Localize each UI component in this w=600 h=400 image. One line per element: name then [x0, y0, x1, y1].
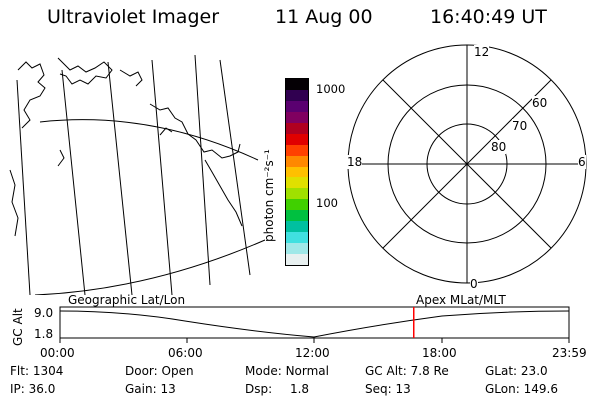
colorbar-swatch-8: [286, 166, 308, 178]
info-door: Door: Open: [125, 364, 194, 378]
timeline-y-tick-high: 9.0: [34, 306, 54, 320]
map-coastline: [159, 127, 173, 136]
time-display: 16:40:49 UT: [430, 6, 547, 28]
colorbar-swatch-3: [286, 111, 308, 123]
info-gain: Gain: 13: [125, 382, 176, 396]
colorbar-swatch-16: [286, 254, 308, 265]
colorbar-swatch-2: [286, 100, 308, 112]
polar-diagonal: [382, 79, 552, 249]
colorbar-swatch-11: [286, 199, 308, 211]
map-coastline: [9, 169, 19, 237]
mlt-label-12: 12: [474, 45, 490, 59]
colorbar: [285, 78, 309, 266]
timeline-x-tick-0: 00:00: [40, 346, 75, 360]
map-meridian: [107, 61, 133, 295]
colorbar-swatch-12: [286, 210, 308, 222]
map-meridian: [61, 69, 86, 295]
colorbar-tick-100: 100: [316, 196, 338, 210]
altitude-curve: [59, 310, 570, 338]
info-dsp: Dsp: 1.8: [245, 382, 310, 396]
timeline-y-axis-label: GC Alt: [11, 308, 25, 346]
map-boundary: [34, 239, 266, 295]
colorbar-swatch-13: [286, 221, 308, 233]
colorbar-swatch-7: [286, 155, 308, 167]
timeline-frame: [59, 306, 570, 339]
lat-label-70: 70: [512, 119, 528, 133]
map-meridian: [194, 54, 211, 286]
colorbar-swatch-0: [286, 79, 308, 90]
info-ip: IP: 36.0: [10, 382, 56, 396]
colorbar-tick-1000: 1000: [316, 82, 346, 96]
info-flt: Flt: 1304: [10, 364, 64, 378]
mlt-label-0: 0: [470, 277, 478, 291]
map-meridian: [219, 59, 251, 276]
info-glat: GLat: 23.0: [485, 364, 548, 378]
map-coastline: [149, 103, 241, 159]
lat-label-80: 80: [491, 140, 507, 154]
map-coastline: [119, 69, 143, 87]
polar-plot: [347, 44, 587, 284]
info-glon: GLon: 149.6: [485, 382, 558, 396]
timeline-x-tick-2: 12:00: [295, 346, 330, 360]
map-coastline: [204, 159, 243, 227]
map-meridian: [16, 79, 31, 295]
colorbar-swatch-15: [286, 243, 308, 254]
colorbar-swatch-10: [286, 188, 308, 200]
timeline-left-label: Geographic Lat/Lon: [68, 293, 186, 307]
colorbar-swatch-1: [286, 89, 308, 101]
timeline-x-tick-1: 06:00: [168, 346, 203, 360]
map-coastline: [57, 149, 65, 167]
date-display: 11 Aug 00: [275, 6, 373, 28]
info-mode: Mode: Normal: [245, 364, 329, 378]
map-parallel: [39, 119, 259, 161]
colorbar-swatch-9: [286, 177, 308, 189]
colorbar-swatch-5: [286, 133, 308, 145]
mlt-label-6: 6: [578, 155, 586, 169]
timeline-plot: [59, 306, 570, 343]
timeline-y-tick-low: 1.8: [34, 327, 54, 341]
lat-label-60: 60: [532, 96, 548, 110]
map-meridian: [151, 59, 173, 295]
geographic-map: [9, 54, 266, 295]
map-coastline: [57, 57, 113, 85]
info-seq: Seq: 13: [365, 382, 411, 396]
timeline-x-tick-4: 23:59: [552, 346, 587, 360]
info-gc-alt: GC Alt: 7.8 Re: [365, 364, 449, 378]
colorbar-unit-label: photon cm⁻²s⁻¹: [262, 149, 276, 242]
timeline-x-tick-3: 18:00: [422, 346, 457, 360]
app-title: Ultraviolet Imager: [47, 6, 220, 28]
mlt-label-18: 18: [347, 155, 363, 169]
map-coastline: [17, 61, 46, 129]
colorbar-swatch-6: [286, 144, 308, 156]
timeline-right-label: Apex MLat/MLT: [416, 293, 506, 307]
colorbar-swatch-4: [286, 122, 308, 134]
colorbar-swatch-14: [286, 232, 308, 244]
